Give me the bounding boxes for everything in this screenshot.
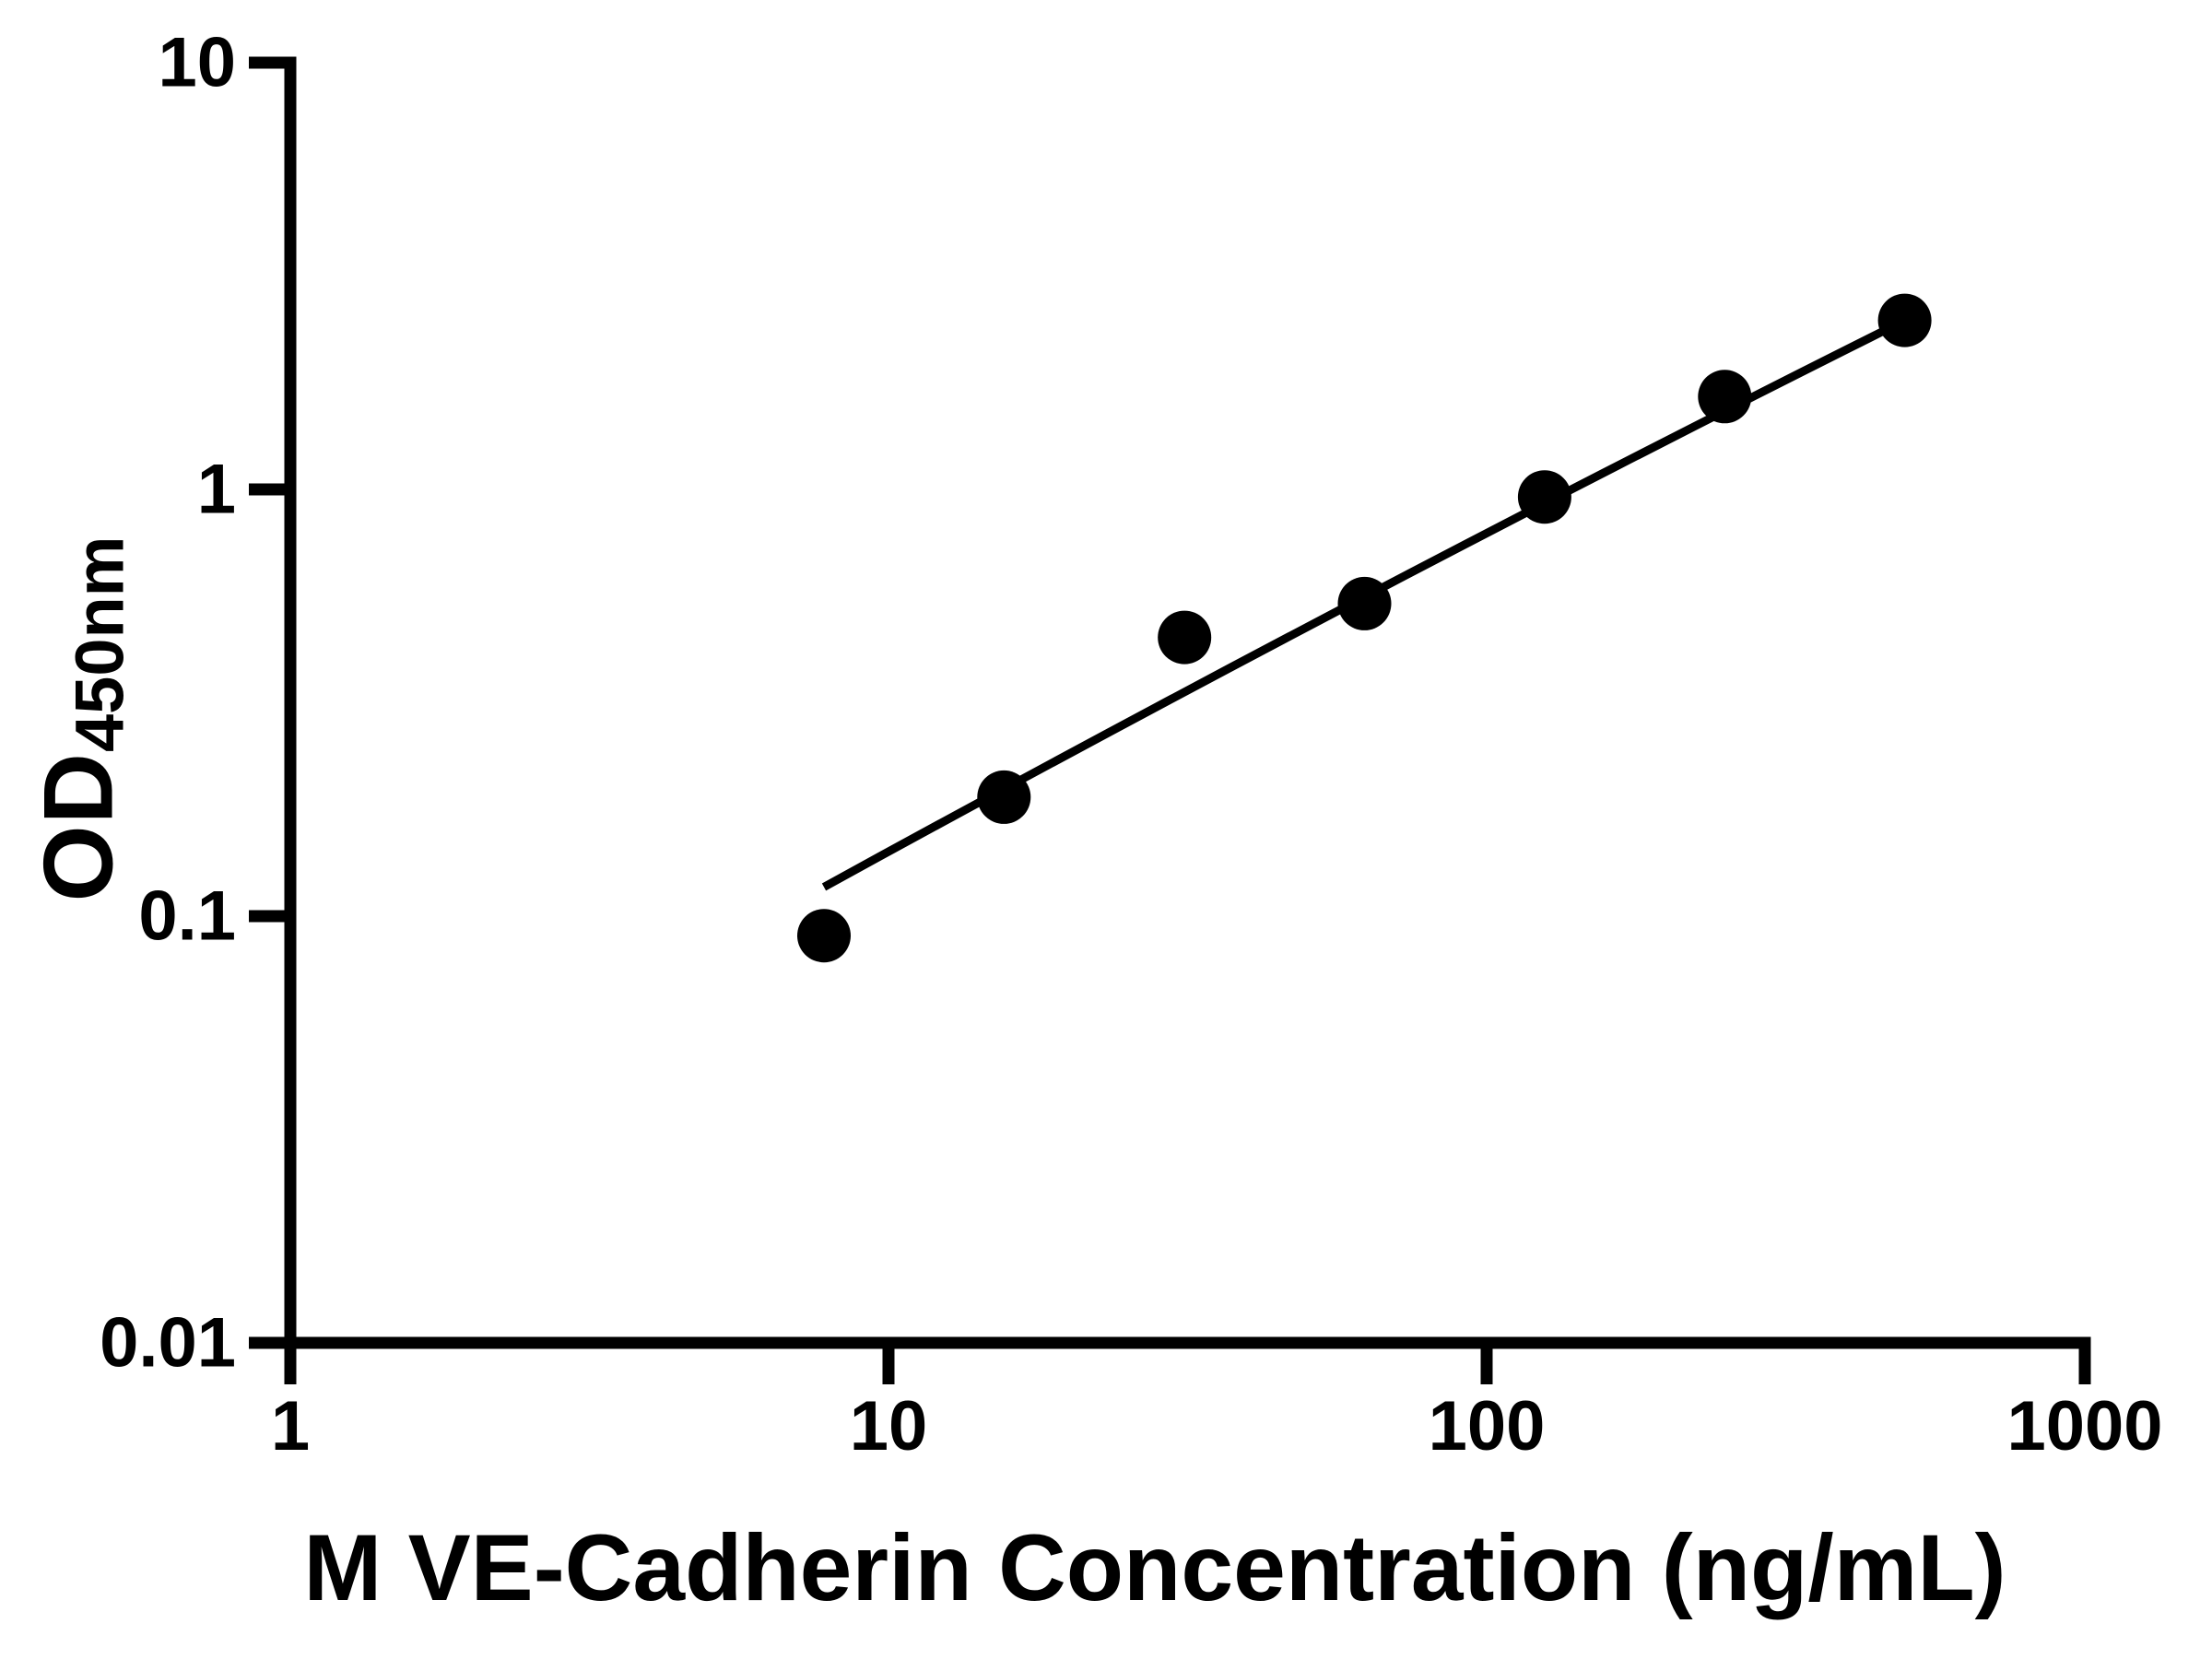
- x-axis-title: M VE-Cadherin Concentration (ng/mL): [303, 1515, 2006, 1620]
- y-axis-title-main: OD: [22, 751, 134, 902]
- x-tick-label: 1: [271, 1387, 310, 1465]
- y-tick-label: 0.1: [138, 877, 236, 956]
- data-point: [1698, 370, 1752, 424]
- data-point: [977, 770, 1031, 824]
- data-point: [1337, 576, 1392, 630]
- data-point: [1517, 470, 1571, 524]
- x-tick-label: 10: [850, 1387, 928, 1465]
- y-tick-label: 1: [197, 451, 236, 529]
- axes-spine: [284, 56, 2091, 1349]
- data-point: [1158, 610, 1212, 665]
- data-point: [797, 909, 851, 963]
- y-tick-label: 0.01: [100, 1304, 236, 1382]
- x-tick-label: 100: [1429, 1387, 1546, 1465]
- y-axis-title: OD450nm: [23, 536, 138, 902]
- data-point: [1877, 293, 1932, 347]
- x-tick-label: 1000: [2006, 1387, 2162, 1465]
- y-axis-title-subscript: 450nm: [61, 535, 138, 752]
- y-tick-label: 10: [158, 24, 236, 102]
